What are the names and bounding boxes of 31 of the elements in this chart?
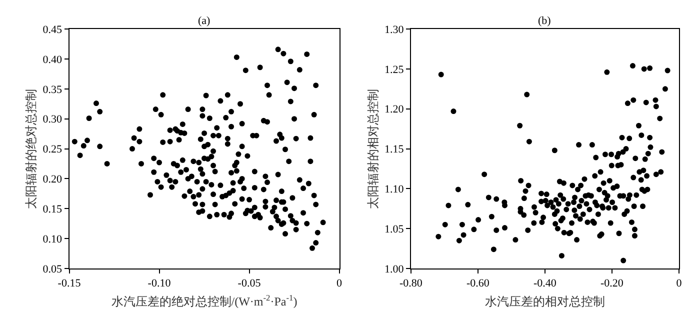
y-axis-title: 太阳辐射的相对总控制 <box>366 88 380 209</box>
y-tick-label: 0.10 <box>42 233 63 246</box>
x-axis-title: 水汽压差的相对总控制 <box>484 294 605 309</box>
x-axis-title: 水汽压差的绝对总控制/(W·m$^{-2}$·Pa$^{-1}$) <box>111 294 298 309</box>
y-tick-label: 0.30 <box>42 114 63 126</box>
y-tick-label: 0.45 <box>42 24 63 36</box>
x-tick-label: -0.10 <box>148 278 172 290</box>
x-tick-label: -0.05 <box>238 278 262 290</box>
x-tick-label: 0 <box>676 278 682 290</box>
y-tick-label: 1.20 <box>384 104 404 116</box>
y-tick-label: 0.40 <box>42 54 63 66</box>
x-tick-label: -0.15 <box>58 278 82 290</box>
y-tick-label: 1.30 <box>384 24 404 36</box>
y-tick-label: 1.00 <box>384 263 404 276</box>
y-axis-title: 太阳辐射的绝对总控制 <box>24 88 38 209</box>
y-tick-label: 1.25 <box>384 64 404 76</box>
x-tick-label: 0 <box>336 278 343 290</box>
chart-title: (b) <box>538 15 552 27</box>
y-tick-label: 0.15 <box>42 203 63 216</box>
y-tick-label: 1.05 <box>384 223 404 236</box>
x-tick-label: -0.20 <box>600 278 624 290</box>
chart-title: (a) <box>198 15 211 27</box>
y-tick-label: 0.25 <box>42 144 63 156</box>
x-tick-label: -0.60 <box>466 278 490 290</box>
x-tick-label: -0.40 <box>533 278 557 290</box>
y-tick-label: 1.10 <box>384 184 404 196</box>
x-tick-label: -0.80 <box>399 278 423 290</box>
y-tick-label: 0.35 <box>42 84 63 96</box>
y-tick-label: 1.15 <box>384 144 404 156</box>
y-tick-label: 0.05 <box>42 263 63 276</box>
y-tick-label: 0.20 <box>42 174 63 186</box>
